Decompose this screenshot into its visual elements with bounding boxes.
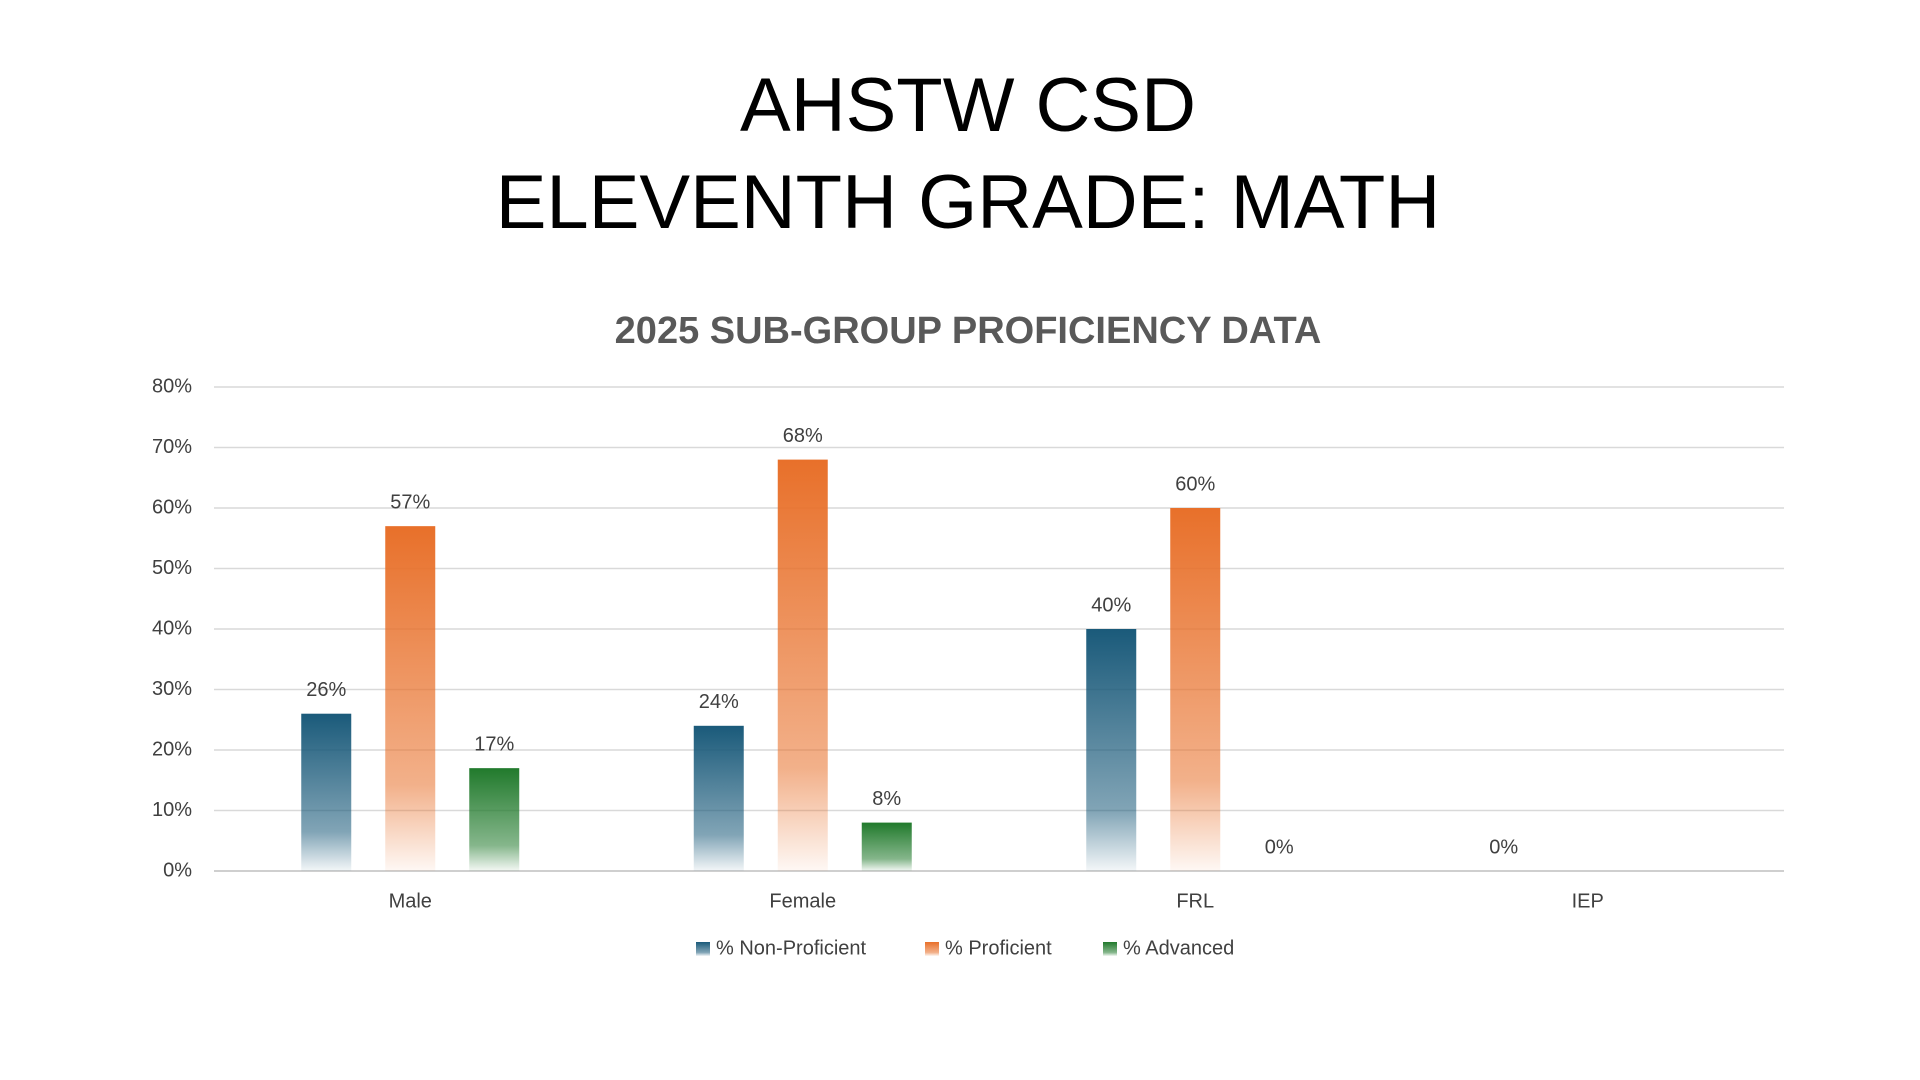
data-label: 17% xyxy=(474,733,514,755)
y-tick-label: 50% xyxy=(152,557,192,579)
bar xyxy=(301,713,352,871)
bar xyxy=(861,822,912,871)
legend-swatch xyxy=(1103,942,1117,956)
data-label: 57% xyxy=(390,491,430,513)
bar xyxy=(1086,629,1137,871)
y-tick-label: 0% xyxy=(163,859,192,881)
data-label: 8% xyxy=(872,788,901,810)
bar xyxy=(385,526,436,871)
y-tick-label: 60% xyxy=(152,496,192,518)
data-label: 40% xyxy=(1091,594,1131,616)
y-tick-label: 70% xyxy=(152,436,192,458)
legend-label: % Non-Proficient xyxy=(716,937,867,959)
data-label: 24% xyxy=(699,691,739,713)
x-tick-label: IEP xyxy=(1572,890,1604,912)
y-tick-label: 80% xyxy=(152,375,192,397)
data-label: 0% xyxy=(1489,836,1518,858)
legend-swatch xyxy=(696,942,710,956)
data-label: 60% xyxy=(1175,473,1215,495)
bar xyxy=(693,725,744,871)
bar xyxy=(777,459,828,871)
y-tick-label: 10% xyxy=(152,799,192,821)
data-label: 26% xyxy=(306,679,346,701)
legend-label: % Proficient xyxy=(945,937,1052,959)
legend-swatch xyxy=(925,942,939,956)
y-tick-label: 30% xyxy=(152,678,192,700)
slide-title: ELEVENTH GRADE: MATH xyxy=(496,160,1441,245)
bar xyxy=(1170,508,1221,871)
bar xyxy=(469,768,520,871)
chart-title: 2025 SUB-GROUP PROFICIENCY DATA xyxy=(615,310,1322,352)
legend-label: % Advanced xyxy=(1123,937,1234,959)
x-tick-label: FRL xyxy=(1176,890,1214,912)
x-tick-label: Male xyxy=(389,890,432,912)
x-tick-label: Female xyxy=(769,890,836,912)
slide-title: AHSTW CSD xyxy=(740,63,1196,148)
data-label: 0% xyxy=(1265,836,1294,858)
data-label: 68% xyxy=(783,425,823,447)
y-tick-label: 40% xyxy=(152,617,192,639)
y-tick-label: 20% xyxy=(152,738,192,760)
